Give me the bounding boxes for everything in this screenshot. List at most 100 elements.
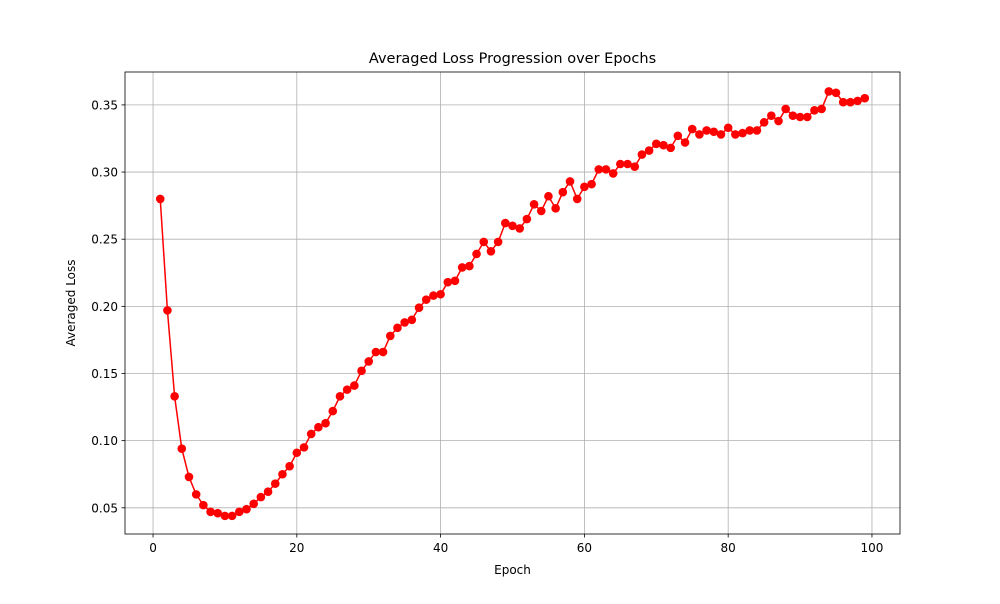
data-point xyxy=(270,479,280,488)
data-point xyxy=(723,123,733,133)
y-tick-label: 0.25 xyxy=(91,233,118,247)
x-tick-label: 80 xyxy=(721,541,736,555)
y-tick-label: 0.20 xyxy=(91,300,118,314)
y-tick-label: 0.15 xyxy=(91,367,118,381)
data-point xyxy=(450,276,460,286)
data-point xyxy=(342,385,352,394)
data-point xyxy=(731,130,740,139)
data-point xyxy=(767,111,776,120)
data-point xyxy=(709,127,719,137)
data-point xyxy=(802,112,812,122)
data-point xyxy=(673,131,683,141)
data-point xyxy=(299,443,309,452)
data-point xyxy=(199,500,208,510)
data-point xyxy=(587,179,596,189)
y-tick-label: 0.35 xyxy=(91,98,118,112)
data-point xyxy=(206,507,215,517)
data-point xyxy=(400,318,409,327)
data-point xyxy=(810,105,819,115)
data-point xyxy=(285,461,294,471)
data-point xyxy=(501,218,510,228)
x-tick-label: 40 xyxy=(433,541,448,555)
data-point xyxy=(235,507,244,517)
data-point xyxy=(846,97,855,107)
x-tick-label: 0 xyxy=(149,541,157,555)
data-point xyxy=(479,237,489,247)
data-point xyxy=(572,194,582,204)
data-point xyxy=(177,444,187,454)
data-point xyxy=(666,143,675,153)
data-point xyxy=(608,169,618,178)
data-point xyxy=(601,165,611,174)
data-point xyxy=(357,366,366,376)
data-point xyxy=(788,111,798,120)
data-point xyxy=(256,492,266,502)
data-point xyxy=(407,315,417,325)
data-point xyxy=(378,347,388,357)
data-point xyxy=(817,104,826,114)
data-point xyxy=(191,490,201,499)
data-point xyxy=(558,187,568,197)
y-tick-label: 0.10 xyxy=(91,434,118,448)
x-tick-label: 100 xyxy=(861,541,884,555)
data-point xyxy=(436,289,445,299)
axis-ticks: 0 20 40 60 80 100 0.05 0.10 0.15 0.20 0.25 0.30 0.35 xyxy=(91,98,883,555)
data-point xyxy=(860,93,870,103)
data-point xyxy=(623,159,632,169)
data-point xyxy=(795,112,805,122)
data-point xyxy=(759,118,769,127)
data-point xyxy=(774,116,783,126)
data-point xyxy=(781,104,790,114)
data-point xyxy=(702,126,711,135)
data-point xyxy=(716,130,726,139)
data-point xyxy=(364,357,374,366)
series-layer xyxy=(155,87,870,521)
data-point xyxy=(831,88,841,98)
data-point xyxy=(680,138,690,147)
data-point xyxy=(824,87,834,96)
data-point xyxy=(522,214,532,224)
data-point xyxy=(371,347,381,357)
data-point xyxy=(457,263,467,272)
y-tick-label: 0.30 xyxy=(91,166,118,180)
data-point xyxy=(328,406,338,416)
data-point xyxy=(853,96,862,106)
data-point xyxy=(738,128,747,138)
data-point xyxy=(155,194,165,204)
data-point xyxy=(278,469,287,479)
data-point xyxy=(529,199,539,209)
plot-background xyxy=(125,72,900,534)
y-tick-label: 0.05 xyxy=(91,501,118,515)
data-point xyxy=(630,162,640,171)
x-axis-label: Epoch xyxy=(494,563,531,577)
chart-title: Averaged Loss Progression over Epochs xyxy=(369,51,656,67)
data-point xyxy=(249,499,258,509)
x-tick-label: 20 xyxy=(289,541,304,555)
data-point xyxy=(314,422,323,432)
data-point xyxy=(263,487,273,496)
data-point xyxy=(752,126,762,135)
data-point xyxy=(508,221,517,231)
data-point xyxy=(350,381,359,390)
data-point xyxy=(616,159,625,169)
data-point xyxy=(637,150,647,159)
data-point xyxy=(659,140,668,150)
data-point xyxy=(580,182,589,192)
data-point xyxy=(695,130,704,139)
data-point xyxy=(385,331,395,341)
data-point xyxy=(551,204,560,213)
data-point xyxy=(306,429,316,439)
x-tick-label: 60 xyxy=(577,541,592,555)
data-point xyxy=(220,511,230,521)
data-point xyxy=(393,323,402,333)
data-point xyxy=(644,146,654,155)
grid xyxy=(125,72,900,534)
data-point xyxy=(443,277,453,287)
data-point xyxy=(838,97,848,107)
data-point xyxy=(321,418,330,428)
data-point xyxy=(493,237,503,247)
data-point xyxy=(594,165,604,174)
data-point xyxy=(335,392,345,401)
data-point xyxy=(292,448,302,458)
